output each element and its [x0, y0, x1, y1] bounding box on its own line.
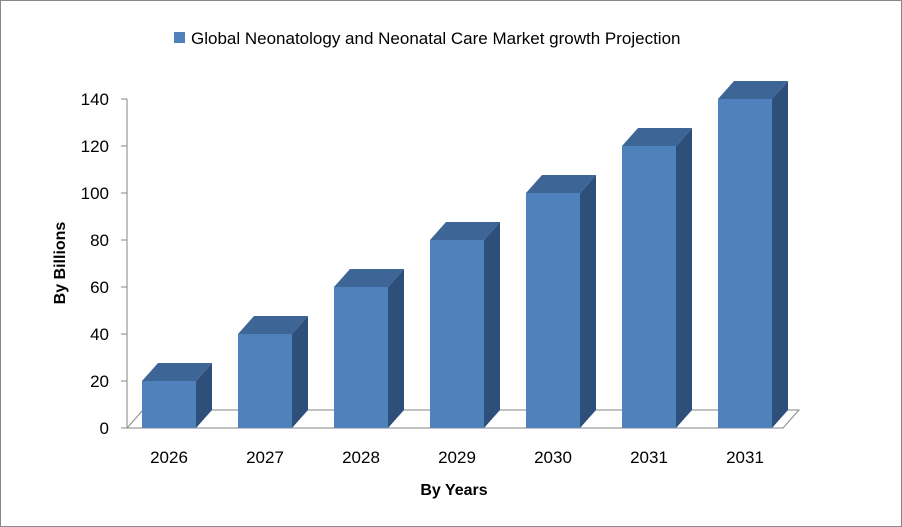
bar-top — [430, 222, 500, 240]
x-axis-ticks: 2026 2027 2028 2029 2030 2031 2031 — [150, 448, 764, 467]
bar — [718, 81, 788, 428]
bar-side — [676, 128, 692, 428]
x-tick-label: 2029 — [438, 448, 476, 467]
bar-top — [238, 316, 308, 334]
bar-side — [484, 222, 500, 428]
bar-front — [430, 240, 484, 428]
bar-front — [334, 287, 388, 428]
bar-front — [622, 146, 676, 428]
x-tick-label: 2031 — [726, 448, 764, 467]
bar — [526, 175, 596, 428]
bar-top — [622, 128, 692, 146]
bar-front — [526, 193, 580, 428]
x-tick-label: 2030 — [534, 448, 572, 467]
legend-label: Global Neonatology and Neonatal Care Mar… — [191, 29, 681, 48]
bar — [238, 316, 308, 428]
bars — [142, 81, 788, 428]
bar-side — [388, 269, 404, 428]
y-tick-label: 0 — [100, 419, 109, 438]
y-tick-label: 20 — [90, 372, 109, 391]
legend-swatch — [174, 32, 185, 43]
legend: Global Neonatology and Neonatal Care Mar… — [174, 29, 681, 48]
bar-side — [580, 175, 596, 428]
bar-top — [718, 81, 788, 99]
bar-top — [526, 175, 596, 193]
bar-side — [292, 316, 308, 428]
y-axis-ticks: 0 20 40 60 80 100 120 140 — [81, 90, 127, 438]
bar-side — [196, 363, 212, 428]
bar-front — [142, 381, 196, 428]
y-tick-label: 140 — [81, 90, 109, 109]
y-tick-label: 80 — [90, 231, 109, 250]
y-tick-label: 120 — [81, 137, 109, 156]
bar-top — [334, 269, 404, 287]
bar-side — [772, 81, 788, 428]
y-axis-title: By Billions — [52, 222, 69, 305]
bar-front — [718, 99, 772, 428]
y-tick-label: 60 — [90, 278, 109, 297]
x-tick-label: 2027 — [246, 448, 284, 467]
bar — [334, 269, 404, 428]
x-tick-label: 2031 — [630, 448, 668, 467]
bar-top — [142, 363, 212, 381]
bar-front — [238, 334, 292, 428]
bar — [622, 128, 692, 428]
x-tick-label: 2028 — [342, 448, 380, 467]
y-tick-label: 100 — [81, 184, 109, 203]
y-tick-label: 40 — [90, 325, 109, 344]
x-axis-title: By Years — [420, 482, 487, 499]
x-tick-label: 2026 — [150, 448, 188, 467]
bar — [142, 363, 212, 428]
bar — [430, 222, 500, 428]
